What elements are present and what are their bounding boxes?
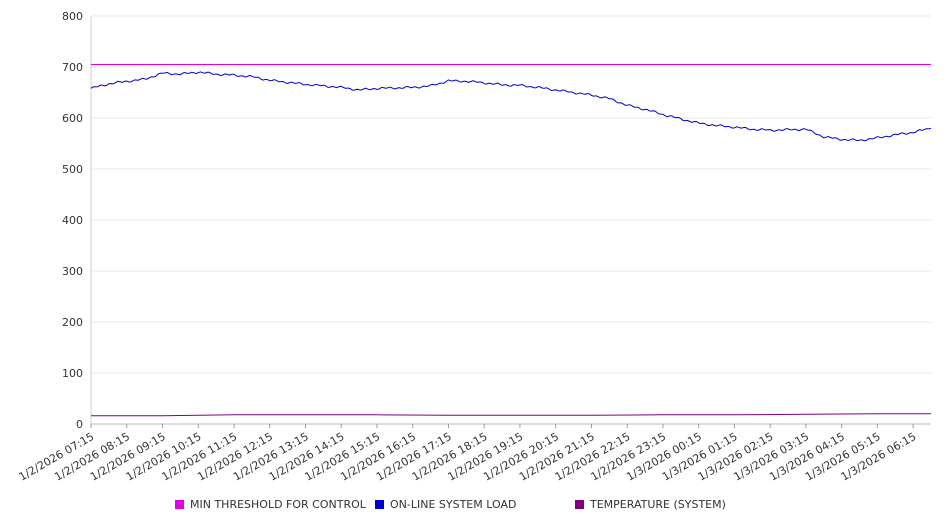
- legend-swatch-system-load: [375, 500, 384, 509]
- legend-label-temperature: TEMPERATURE (SYSTEM): [590, 498, 726, 511]
- y-tick-label: 200: [62, 316, 83, 329]
- y-tick-label: 800: [62, 10, 83, 23]
- y-tick-label: 0: [76, 418, 83, 431]
- legend-item-min-threshold[interactable]: MIN THRESHOLD FOR CONTROL: [175, 498, 366, 511]
- legend-item-system-load[interactable]: ON-LINE SYSTEM LOAD: [375, 498, 516, 511]
- y-tick-label: 500: [62, 163, 83, 176]
- y-tick-label: 300: [62, 265, 83, 278]
- legend: MIN THRESHOLD FOR CONTROL ON-LINE SYSTEM…: [0, 498, 946, 514]
- grid-lines: [91, 15, 931, 425]
- y-tick-label: 600: [62, 112, 83, 125]
- series-lines: [90, 63, 932, 417]
- legend-swatch-min-threshold: [175, 500, 184, 509]
- y-tick-label: 100: [62, 367, 83, 380]
- legend-swatch-temperature: [575, 500, 584, 509]
- y-tick-label: 700: [62, 61, 83, 74]
- series-line-2: [91, 413, 931, 417]
- legend-label-min-threshold: MIN THRESHOLD FOR CONTROL: [190, 498, 366, 511]
- y-axis: 0 100 200 300 400 500 600 700 800: [62, 10, 92, 431]
- x-axis: 1/2/2026 07:151/2/2026 08:151/2/2026 09:…: [17, 423, 931, 484]
- legend-item-temperature[interactable]: TEMPERATURE (SYSTEM): [575, 498, 726, 511]
- y-tick-label: 400: [62, 214, 83, 227]
- legend-label-system-load: ON-LINE SYSTEM LOAD: [390, 498, 517, 511]
- series-line-1: [90, 71, 932, 142]
